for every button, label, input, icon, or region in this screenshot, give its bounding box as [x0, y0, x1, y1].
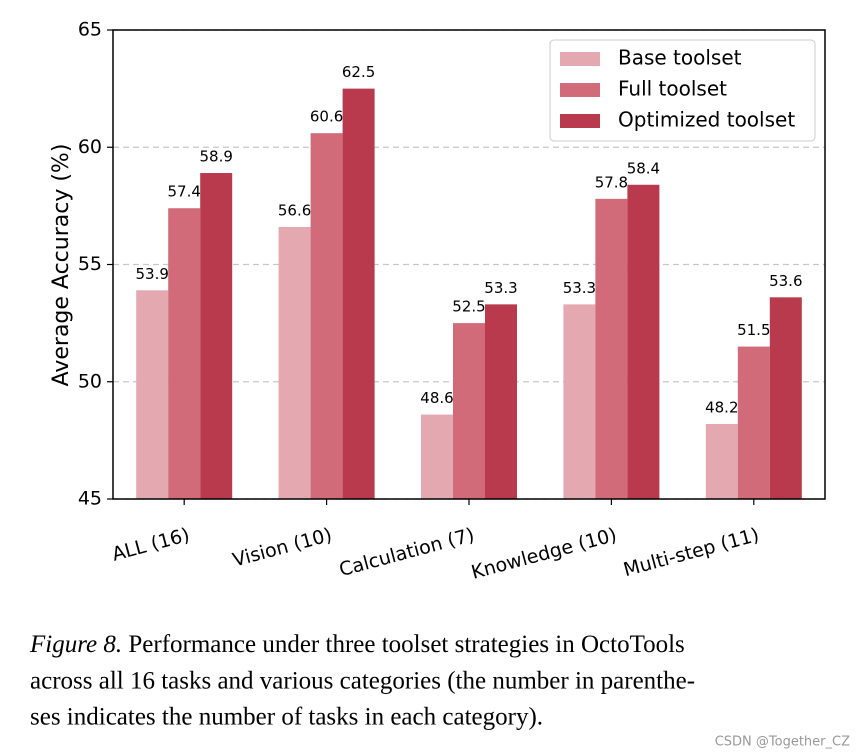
bar: [453, 323, 485, 499]
bar: [136, 290, 169, 499]
plot-frame: [112, 29, 826, 500]
caption-label: Figure 8.: [29, 631, 122, 658]
legend-swatch: [560, 83, 600, 97]
bar: [705, 423, 738, 499]
bar: [342, 88, 375, 499]
data-label: 51.5: [737, 321, 770, 339]
x-tick-label: ALL (16): [110, 524, 192, 566]
data-label: 52.5: [452, 298, 485, 316]
y-tick-label: 45: [78, 488, 102, 510]
bar: [421, 414, 453, 499]
x-tick-label: Vision (10): [230, 524, 334, 572]
bar: [200, 173, 233, 500]
bar: [737, 346, 770, 499]
bar: [310, 133, 343, 499]
bar: [278, 226, 311, 500]
data-label: 53.3: [563, 279, 596, 297]
bar: [168, 208, 201, 499]
bar: [627, 184, 660, 499]
data-label: 57.4: [167, 183, 200, 201]
data-label: 53.6: [769, 272, 802, 290]
data-label: 48.6: [420, 389, 453, 407]
bar: [769, 297, 802, 499]
caption-line: ses indicates the number of tasks in eac…: [30, 704, 543, 731]
data-label: 58.9: [199, 148, 232, 166]
x-tick-label: Calculation (7): [337, 524, 477, 581]
legend-swatch: [560, 52, 600, 66]
legend-box: [549, 39, 816, 142]
bar: [563, 304, 596, 499]
watermark: CSDN @Together_CZ: [715, 735, 850, 750]
y-axis-label: Average Accuracy (%): [49, 144, 74, 387]
x-tick-label: Multi-step (11): [621, 524, 761, 581]
y-tick-label: 50: [78, 370, 102, 392]
data-label: 58.4: [627, 159, 660, 177]
y-tick-label: 60: [78, 136, 102, 158]
data-label: 60.6: [310, 108, 343, 126]
y-tick-label: 65: [78, 19, 102, 41]
data-label: 57.8: [595, 173, 628, 191]
data-label: 53.3: [484, 279, 517, 297]
caption-line: Figure 8. Performance under three toolse…: [29, 631, 685, 658]
data-label: 62.5: [342, 63, 375, 81]
x-tick-label: Knowledge (10): [469, 524, 619, 584]
bar: [595, 198, 628, 499]
y-tick-label: 55: [78, 253, 102, 275]
legend-label: Full toolset: [618, 77, 727, 101]
legend-label: Optimized toolset: [618, 108, 795, 132]
bar: [485, 304, 517, 499]
legend-label: Base toolset: [618, 46, 742, 70]
data-label: 53.9: [135, 265, 168, 283]
caption-text: Performance under three toolset strategi…: [128, 631, 684, 658]
data-label: 48.2: [705, 398, 738, 416]
data-label: 56.6: [278, 201, 311, 219]
legend-swatch: [560, 114, 600, 128]
caption-line: across all 16 tasks and various categori…: [30, 668, 695, 695]
